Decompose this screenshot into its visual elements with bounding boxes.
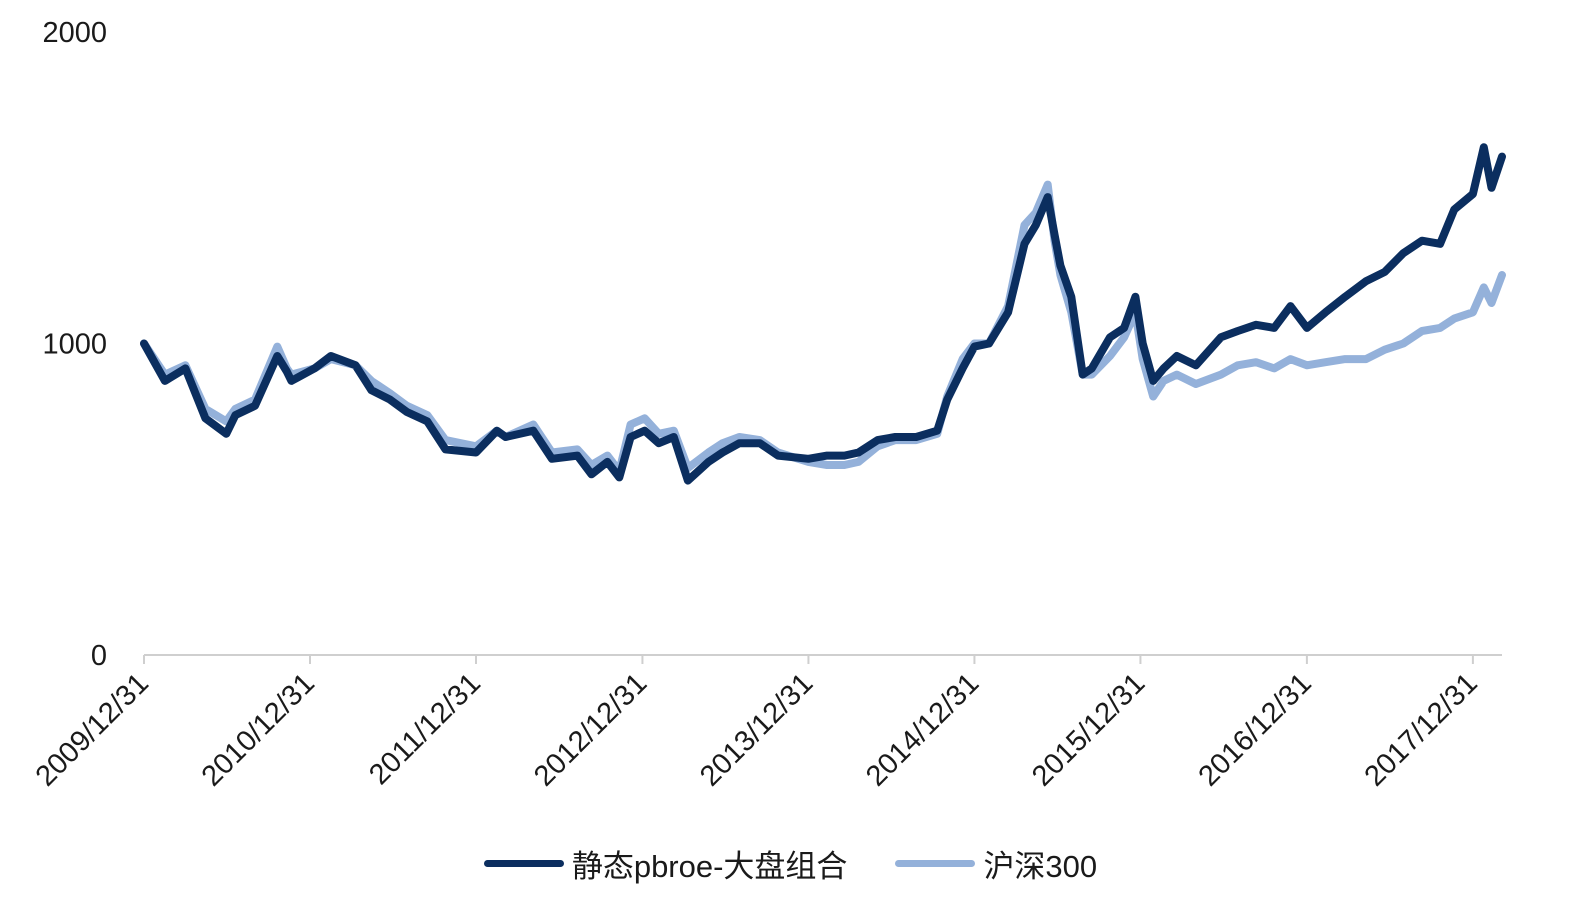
y-tick-label: 2000 [42,17,107,49]
x-tick-label: 2017/12/31 [1359,667,1484,792]
x-tick-label: 2010/12/31 [196,667,321,792]
x-tick-label: 2015/12/31 [1026,667,1151,792]
y-axis-tick-labels: 0 1000 2000 [42,17,107,672]
series-line-index [140,180,1506,476]
x-tick-label: 2009/12/31 [30,667,155,792]
x-tick-label: 2013/12/31 [694,667,819,792]
series-line-portfolio [140,143,1506,485]
series-layer [140,143,1506,485]
legend-label-portfolio: 静态pbroe-大盘组合 [571,848,848,884]
legend-entry-portfolio: 静态pbroe-大盘组合 [483,841,848,886]
legend-entry-index: 沪深300 [895,841,1097,886]
x-tick-label: 2014/12/31 [860,667,985,792]
x-tick-label: 2016/12/31 [1193,667,1318,792]
legend-swatch-portfolio [483,859,564,867]
x-tick-label: 2011/12/31 [363,667,487,791]
legend-swatch-index [895,859,976,867]
y-tick-label: 0 [91,640,107,672]
y-tick-label: 1000 [42,329,107,361]
x-axis-ticks: 2009/12/31 2010/12/31 2011/12/31 2012/12/31… [30,655,1484,793]
legend-label-index: 沪深300 [983,848,1098,884]
legend: 静态pbroe-大盘组合 沪深300 [0,838,1581,888]
x-tick-label: 2012/12/31 [528,667,653,792]
